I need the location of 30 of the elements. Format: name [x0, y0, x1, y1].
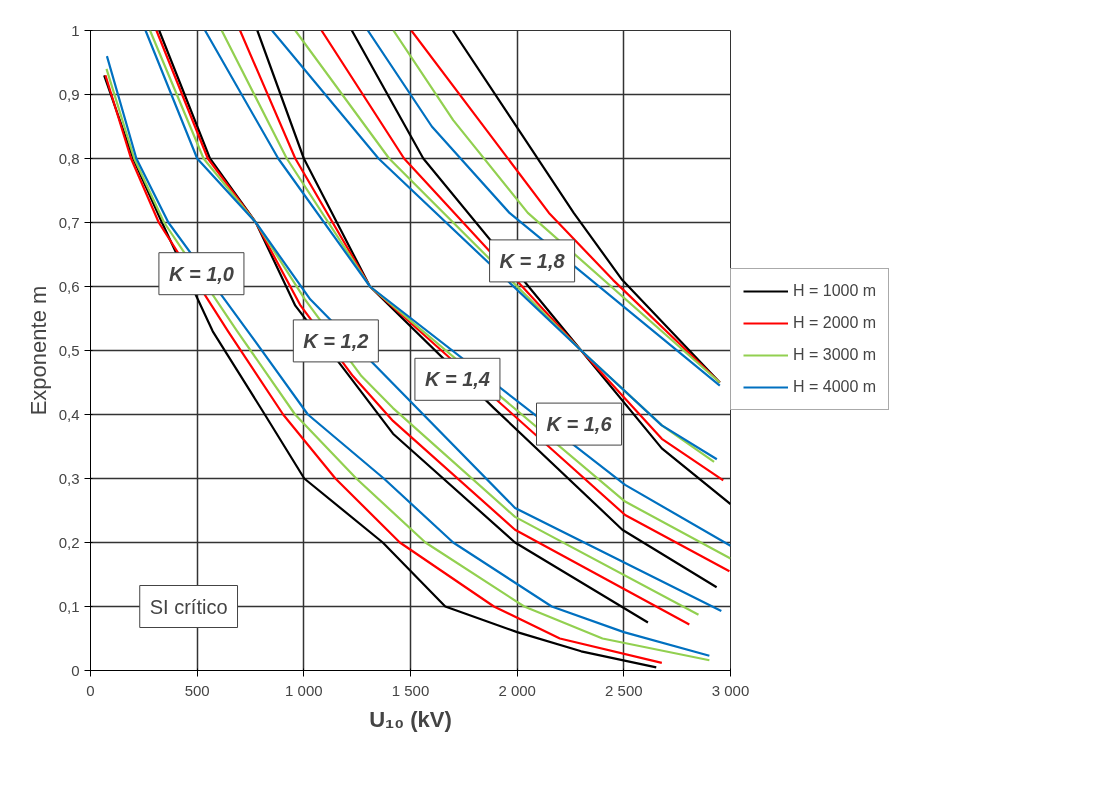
y-tick-label: 0,3 [58, 469, 80, 487]
y-tick-label: 0,4 [58, 405, 80, 423]
annotation: SI crítico [149, 595, 228, 618]
y-tick-label: 0,1 [58, 597, 80, 615]
legend-label: H = 4000 m [793, 378, 877, 396]
legend-label: H = 1000 m [793, 282, 877, 300]
annotation: K = 1,2 [303, 329, 369, 352]
annotation: K = 1,0 [168, 262, 234, 285]
y-tick-label: 0,7 [58, 213, 80, 231]
legend-label: H = 2000 m [793, 314, 877, 332]
x-tick-label: 1 500 [391, 681, 430, 699]
x-tick-label: 500 [184, 681, 210, 699]
y-tick-label: 0,6 [58, 277, 80, 295]
x-tick-label: 2 000 [498, 681, 536, 699]
y-tick-label: 1 [71, 21, 80, 39]
y-tick-label: 0 [71, 661, 80, 679]
annotation: K = 1,6 [546, 413, 613, 436]
y-tick-label: 0,5 [58, 341, 80, 359]
x-tick-label: 3 000 [711, 681, 750, 699]
legend-label: H = 3000 m [793, 346, 877, 364]
y-tick-label: 0,8 [58, 149, 80, 167]
annotation: K = 1,4 [424, 368, 490, 391]
y-axis-title: Exponente m [25, 285, 51, 416]
annotation: K = 1,8 [499, 249, 566, 272]
x-tick-label: 0 [86, 681, 95, 699]
x-tick-label: 1 000 [285, 681, 323, 699]
x-tick-label: 2 500 [605, 681, 643, 699]
y-tick-label: 0,9 [58, 85, 80, 103]
x-axis-title: U₁₀ (kV) [369, 706, 452, 732]
y-tick-label: 0,2 [58, 533, 80, 551]
